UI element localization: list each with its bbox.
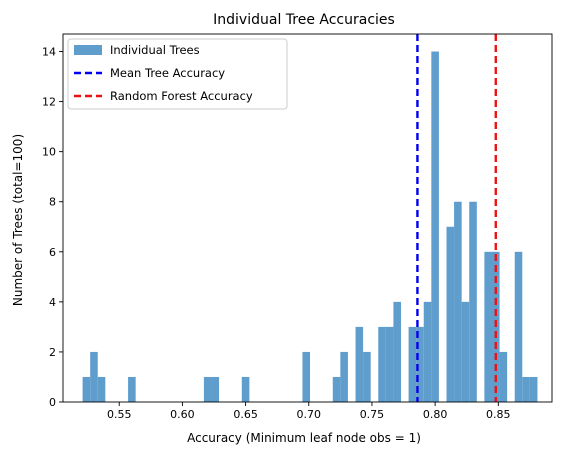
legend-swatch-0 (74, 45, 102, 55)
histogram-bar-16 (416, 326, 424, 402)
histogram-bar-11 (363, 351, 371, 402)
y-tick-label-2: 4 (49, 296, 56, 309)
x-tick-label-1: 0.60 (170, 408, 195, 421)
histogram-bar-18 (431, 51, 439, 403)
histogram-bar-13 (385, 326, 394, 402)
bars-layer (82, 51, 538, 403)
histogram-bar-17 (423, 301, 432, 402)
legend: Individual Trees Mean Tree Accuracy Random… (67, 38, 288, 110)
y-tick-label-5: 10 (42, 146, 56, 159)
histogram-bar-7 (302, 351, 311, 402)
histogram-bar-23 (484, 251, 492, 402)
y-axis-ticks: 0 2 4 6 8 10 12 14 (42, 46, 63, 409)
y-tick-label-6: 12 (42, 96, 56, 109)
histogram-bar-1 (90, 351, 98, 402)
x-tick-label-5: 0.80 (423, 408, 448, 421)
histogram-bar-25 (499, 351, 508, 402)
histogram-bar-28 (529, 376, 538, 402)
y-axis-label: Number of Trees (total=100) (11, 134, 25, 306)
histogram-bar-21 (461, 301, 470, 402)
y-tick-label-4: 8 (49, 196, 56, 209)
x-tick-label-2: 0.65 (233, 408, 258, 421)
histogram-bar-26 (514, 251, 523, 402)
histogram-bar-10 (355, 326, 364, 402)
histogram-bar-0 (82, 376, 91, 402)
histogram-bar-8 (332, 376, 341, 402)
histogram-bar-2 (97, 376, 106, 402)
plot-frame (62, 33, 553, 403)
x-tick-label-0: 0.55 (107, 408, 132, 421)
histogram-bar-3 (128, 376, 136, 402)
histogram-bar-19 (446, 226, 455, 402)
histogram-bar-15 (408, 326, 417, 402)
legend-label-1: Mean Tree Accuracy (110, 66, 225, 80)
histogram-bar-6 (241, 376, 250, 402)
histogram-bar-12 (378, 326, 386, 402)
x-tick-label-6: 0.85 (486, 408, 511, 421)
legend-label-2: Random Forest Accuracy (110, 89, 253, 103)
histogram-bar-27 (522, 376, 530, 402)
y-tick-label-3: 6 (49, 246, 56, 259)
reference-lines-layer (416, 34, 497, 402)
legend-box (67, 38, 288, 110)
y-tick-label-1: 2 (49, 346, 56, 359)
histogram-bar-14 (393, 301, 401, 402)
x-axis-ticks: 0.55 0.60 0.65 0.70 0.75 0.80 0.85 (107, 402, 511, 421)
legend-label-0: Individual Trees (110, 43, 200, 57)
x-axis-label: Accuracy (Minimum leaf node obs = 1) (187, 431, 421, 445)
chart-title: Individual Tree Accuracies (213, 12, 395, 28)
y-tick-label-0: 0 (49, 396, 56, 409)
histogram-bar-9 (340, 351, 348, 402)
histogram-bar-5 (211, 376, 220, 402)
histogram-bar-22 (469, 201, 477, 402)
histogram-bar-4 (203, 376, 212, 402)
y-tick-label-7: 14 (42, 46, 56, 59)
x-tick-label-3: 0.70 (297, 408, 322, 421)
histogram-bar-20 (454, 201, 462, 402)
x-tick-label-4: 0.75 (360, 408, 385, 421)
